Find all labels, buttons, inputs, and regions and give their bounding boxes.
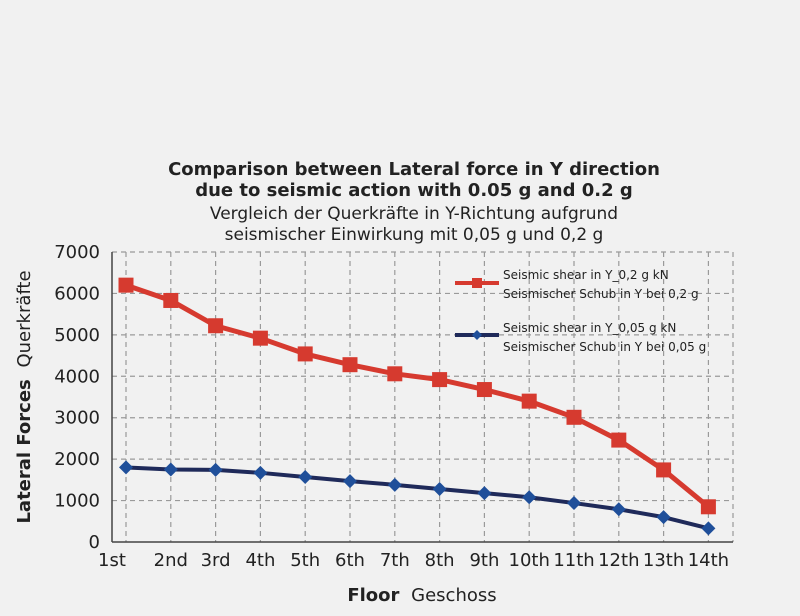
x-tick-label-2: 3rd	[201, 550, 231, 571]
series-1-point-13	[701, 521, 716, 536]
series-line-1	[125, 465, 709, 531]
x-axis-label: Floor Geschoss	[347, 585, 496, 606]
x-tick-label-9: 10th	[509, 550, 550, 571]
x-tick-label-0: 1st	[98, 550, 126, 571]
series-0-point-5	[342, 357, 358, 373]
x-tick-label-13: 14th	[688, 550, 729, 571]
x-tick-label-10: 11th	[553, 550, 594, 571]
x-tick-label-12: 13th	[643, 550, 684, 571]
series-0-point-2	[208, 318, 224, 334]
series-0-point-3	[252, 330, 268, 346]
axes	[111, 252, 733, 543]
series-1-point-2	[208, 462, 223, 477]
series-1-point-1	[163, 462, 178, 477]
series-0-point-12	[656, 462, 672, 478]
legend-label-0-line2: Seismischer Schub in Y bei 0,2 g	[503, 287, 699, 301]
series-0-point-1	[163, 292, 179, 308]
legend-item-1: Seismic shear in Y_0,05 g kN Seismischer…	[455, 321, 706, 354]
series-1-point-3	[253, 465, 268, 480]
legend: Seismic shear in Y_0,2 g kN Seismischer …	[455, 268, 706, 354]
chart-title-de-line1: Vergleich der Querkräfte in Y-Richtung a…	[210, 204, 618, 224]
y-axis-label-de: Querkräfte	[14, 270, 35, 367]
series-1-point-12	[656, 510, 671, 525]
x-tick-label-3: 4th	[245, 550, 275, 571]
legend-marker-1	[472, 330, 482, 340]
x-tick-labels: 1st 2nd 3rd 4th 5th 6th 7th 8th 9th 10th 11th 12th 1…	[98, 550, 729, 571]
legend-label-1-line2: Seismischer Schub in Y bei 0,05 g	[503, 340, 706, 354]
series-0-point-11	[611, 432, 627, 448]
series-1-point-9	[522, 490, 537, 505]
y-tick-label-4: 4000	[54, 366, 100, 387]
series-1-point-7	[432, 481, 447, 496]
y-tick-labels: 0 1000 2000 3000 4000 5000 6000 7000	[54, 242, 100, 553]
series-1-point-5	[343, 474, 357, 489]
y-axis-label-en: Lateral Forces	[14, 379, 35, 523]
x-tick-label-6: 7th	[380, 550, 410, 571]
chart-title-en-line1: Comparison between Lateral force in Y di…	[168, 159, 660, 180]
x-tick-label-4: 5th	[290, 550, 320, 571]
grid-lines	[112, 251, 734, 542]
series-1-point-4	[298, 469, 313, 484]
series-1-point-6	[387, 477, 402, 492]
chart-title-de-line2: seismischer Einwirkung mit 0,05 g und 0,…	[225, 225, 604, 245]
y-tick-label-1: 1000	[54, 491, 100, 512]
y-tick-label-6: 6000	[54, 283, 100, 304]
legend-item-0: Seismic shear in Y_0,2 g kN Seismischer …	[455, 268, 699, 301]
y-tick-label-5: 5000	[54, 325, 100, 346]
x-tick-label-8: 9th	[469, 550, 499, 571]
x-tick-label-1: 2nd	[154, 550, 188, 571]
x-tick-label-7: 8th	[425, 550, 455, 571]
y-axis-label: Lateral Forces Querkräfte	[14, 270, 35, 523]
legend-marker-0	[472, 278, 482, 288]
series-1-point-8	[477, 486, 492, 501]
series-1-point-10	[567, 496, 581, 511]
series-layer	[118, 277, 716, 536]
x-axis-label-en: Floor	[347, 585, 399, 606]
series-0-point-7	[432, 372, 448, 388]
series-0-point-8	[476, 382, 492, 398]
series-0-point-4	[297, 346, 313, 362]
x-axis-label-de: Geschoss	[411, 585, 496, 606]
chart-title-en-line2: due to seismic action with 0.05 g and 0.…	[195, 180, 633, 201]
y-tick-label-7: 7000	[54, 242, 100, 263]
y-tick-label-0: 0	[89, 532, 100, 553]
series-0-point-10	[566, 409, 582, 425]
series-0-point-13	[700, 499, 716, 515]
x-tick-label-5: 6th	[335, 550, 365, 571]
x-tick-label-11: 12th	[598, 550, 639, 571]
legend-label-1-line1: Seismic shear in Y_0,05 g kN	[503, 321, 676, 335]
series-0-point-0	[118, 277, 134, 293]
series-0-point-6	[387, 366, 403, 382]
y-tick-label-3: 3000	[54, 408, 100, 429]
series-1-point-0	[119, 460, 133, 475]
series-0-point-9	[521, 393, 537, 409]
legend-label-0-line1: Seismic shear in Y_0,2 g kN	[503, 268, 669, 282]
series-1-point-11	[611, 502, 626, 517]
y-tick-label-2: 2000	[54, 449, 100, 470]
